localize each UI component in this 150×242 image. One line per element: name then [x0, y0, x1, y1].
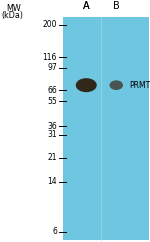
Text: A: A — [83, 1, 90, 11]
Text: 66: 66 — [47, 86, 57, 95]
Text: 36: 36 — [47, 121, 57, 130]
FancyBboxPatch shape — [63, 17, 148, 240]
Ellipse shape — [110, 80, 123, 90]
Text: (kDa): (kDa) — [2, 11, 24, 20]
Text: 200: 200 — [42, 20, 57, 30]
Text: 14: 14 — [47, 177, 57, 186]
Text: 21: 21 — [48, 153, 57, 162]
Text: A: A — [83, 1, 90, 11]
Text: 31: 31 — [47, 130, 57, 139]
Text: 55: 55 — [47, 97, 57, 106]
Text: B: B — [113, 1, 120, 11]
Text: MW: MW — [6, 4, 21, 13]
Text: PRMT7: PRMT7 — [130, 81, 150, 90]
Text: 116: 116 — [43, 53, 57, 61]
Ellipse shape — [76, 78, 97, 92]
Text: 6: 6 — [52, 227, 57, 236]
Text: 97: 97 — [47, 63, 57, 72]
